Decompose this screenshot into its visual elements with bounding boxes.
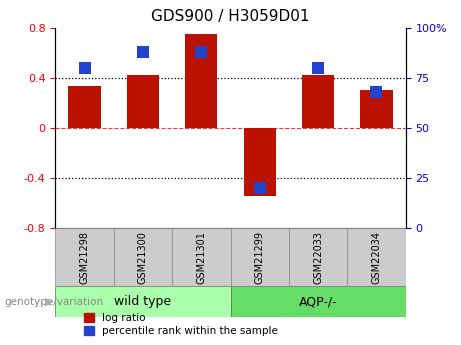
Text: GSM21301: GSM21301 bbox=[196, 231, 207, 284]
Text: GSM22034: GSM22034 bbox=[372, 231, 382, 284]
Bar bbox=[185, 34, 218, 128]
Text: GSM21300: GSM21300 bbox=[138, 231, 148, 284]
Bar bbox=[289, 228, 347, 286]
Text: GSM22033: GSM22033 bbox=[313, 231, 323, 284]
Bar bbox=[55, 286, 230, 317]
Text: ▶: ▶ bbox=[45, 297, 53, 307]
Text: GSM21298: GSM21298 bbox=[79, 231, 89, 284]
Bar bbox=[347, 228, 406, 286]
Bar bbox=[69, 86, 100, 128]
Text: AQP-/-: AQP-/- bbox=[299, 295, 337, 308]
Bar bbox=[230, 228, 289, 286]
Bar bbox=[302, 75, 334, 128]
Bar bbox=[114, 228, 172, 286]
Bar bbox=[230, 286, 406, 317]
Text: GSM21299: GSM21299 bbox=[254, 231, 265, 284]
Bar bbox=[361, 90, 393, 128]
Bar bbox=[243, 128, 276, 196]
Bar bbox=[127, 75, 159, 128]
Bar bbox=[172, 228, 230, 286]
Bar bbox=[55, 228, 114, 286]
Legend: log ratio, percentile rank within the sample: log ratio, percentile rank within the sa… bbox=[83, 313, 278, 336]
Text: genotype/variation: genotype/variation bbox=[5, 297, 104, 307]
Text: wild type: wild type bbox=[114, 295, 171, 308]
Title: GDS900 / H3059D01: GDS900 / H3059D01 bbox=[151, 9, 310, 24]
